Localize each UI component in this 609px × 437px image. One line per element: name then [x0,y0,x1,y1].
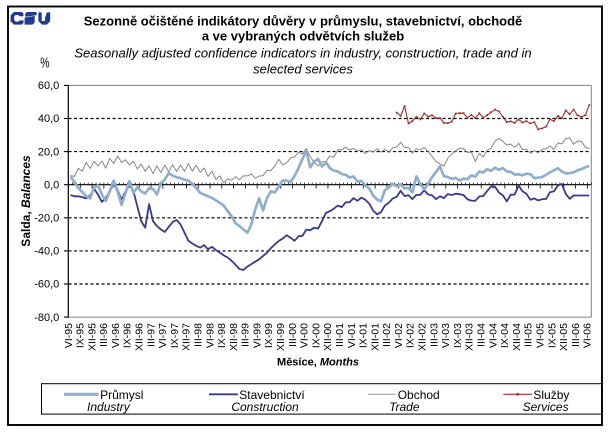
svg-text:%: % [40,53,49,70]
svg-text:Services: Services [523,400,569,414]
svg-text:III-01: III-01 [334,323,346,347]
svg-text:IX-95: IX-95 [75,323,87,348]
svg-text:IX-04: IX-04 [499,323,511,348]
svg-text:III-06: III-06 [570,323,582,347]
svg-text:60,0: 60,0 [38,80,59,92]
svg-text:VI-96: VI-96 [110,323,122,348]
svg-text:XII-04: XII-04 [511,323,523,351]
svg-text:VI-04: VI-04 [487,323,499,348]
svg-text:III-02: III-02 [381,323,393,347]
svg-text:IX-98: IX-98 [216,323,228,348]
svg-text:Construction: Construction [231,400,299,414]
svg-text:IX-01: IX-01 [358,323,370,348]
svg-text:III-98: III-98 [193,323,205,347]
svg-text:IX-02: IX-02 [405,323,417,348]
svg-text:VI-05: VI-05 [535,323,547,348]
svg-text:-20,0: -20,0 [34,213,59,225]
svg-text:Průmysl: Průmysl [100,388,143,402]
svg-text:Služby: Služby [533,388,569,402]
svg-text:XII-05: XII-05 [558,323,570,351]
svg-text:XII-95: XII-95 [86,323,98,351]
svg-text:selected services: selected services [253,62,353,77]
svg-text:III-00: III-00 [287,323,299,347]
svg-text:XII-01: XII-01 [369,323,381,351]
svg-text:IX-96: IX-96 [122,323,134,348]
svg-text:XII-99: XII-99 [275,323,287,351]
svg-text:VI-95: VI-95 [63,323,75,348]
svg-text:VI-97: VI-97 [157,323,169,348]
svg-text:VI-03: VI-03 [440,323,452,348]
svg-text:XII-98: XII-98 [228,323,240,351]
svg-text:VI-01: VI-01 [346,323,358,348]
svg-text:0,0: 0,0 [44,179,59,191]
svg-text:XII-02: XII-02 [417,323,429,351]
svg-text:-80,0: -80,0 [34,312,59,324]
svg-text:Seasonally adjusted confidence: Seasonally adjusted confidence indicator… [74,46,531,61]
svg-text:-40,0: -40,0 [34,246,59,258]
svg-text:Měsíce, Months: Měsíce, Months [277,357,359,369]
svg-text:III-96: III-96 [98,323,110,347]
svg-text:VI-00: VI-00 [299,323,311,348]
svg-text:a ve vybraných odvětvích služe: a ve vybraných odvětvích služeb [202,29,404,44]
svg-text:III-04: III-04 [476,323,488,347]
svg-text:Stavebnictví: Stavebnictví [239,388,305,402]
svg-text:VI-99: VI-99 [251,323,263,348]
svg-text:XII-03: XII-03 [464,323,476,351]
svg-text:Sezonně očištěné indikátory dů: Sezonně očištěné indikátory důvěry v prů… [84,14,523,29]
svg-text:III-03: III-03 [428,323,440,347]
svg-text:IX-03: IX-03 [452,323,464,348]
svg-text:XII-00: XII-00 [322,323,334,351]
svg-text:20,0: 20,0 [38,146,59,158]
svg-text:Obchod: Obchod [398,388,440,402]
svg-text:Trade: Trade [389,400,420,414]
svg-text:XII-96: XII-96 [134,323,146,351]
svg-text:IX-99: IX-99 [263,323,275,348]
svg-text:IX-97: IX-97 [169,323,181,348]
svg-text:XII-97: XII-97 [181,323,193,351]
svg-text:III-05: III-05 [523,323,535,347]
svg-text:III-97: III-97 [145,323,157,347]
svg-text:III-99: III-99 [240,323,252,347]
svg-text:-60,0: -60,0 [34,279,59,291]
svg-text:VI-06: VI-06 [582,323,594,348]
svg-text:VI-02: VI-02 [393,323,405,348]
svg-text:VI-98: VI-98 [204,323,216,348]
svg-text:Salda, Balances: Salda, Balances [19,155,33,247]
svg-text:Industry: Industry [87,400,131,414]
svg-text:40,0: 40,0 [38,113,59,125]
svg-text:IX-05: IX-05 [546,323,558,348]
svg-text:IX-00: IX-00 [310,323,322,348]
